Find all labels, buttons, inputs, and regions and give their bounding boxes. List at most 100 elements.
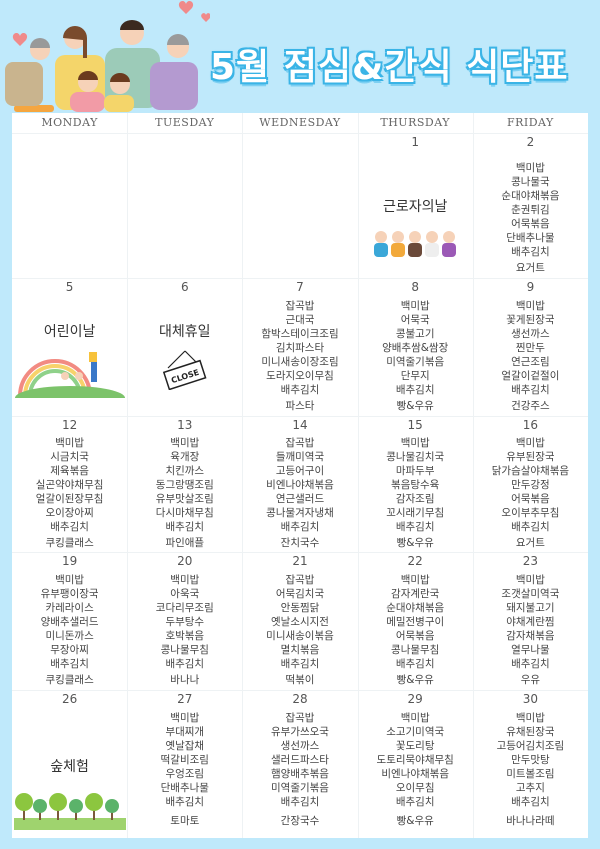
menu-item: 유부된장국 [506, 451, 555, 463]
snack-item: 토마토 [170, 815, 200, 827]
menu-item: 유부팽이장국 [40, 588, 99, 600]
menu-item: 단무지 [400, 370, 430, 382]
menu-item: 실곤약야채무침 [35, 479, 104, 491]
menu-item: 순대야채볶음 [501, 190, 560, 202]
menu-item: 순대야채볶음 [386, 602, 445, 614]
snack-item: 빵&우유 [396, 674, 434, 686]
menu-item: 떡갈비조림 [160, 754, 209, 766]
menu-item: 백미밥 [515, 712, 545, 724]
menu-item: 콩나물무침 [391, 644, 440, 656]
snack-item: 잔치국수 [280, 537, 320, 549]
weekday-header-tuesday: TUESDAY [155, 116, 215, 129]
day-cell: 15 백미밥 콩나물김치국 마파두부 볶음탕수육 감자조림 꼬시래기무침 배추김치 빵&우유 [358, 416, 473, 552]
day-cell [12, 133, 127, 278]
menu-item: 단배추나물 [160, 782, 209, 794]
menu-item: 배추김치 [511, 521, 550, 533]
holiday-label: 숲체험 [50, 759, 89, 775]
menu-item: 백미밥 [515, 162, 545, 174]
lunch-menu-list: 백미밥 시금치국 제육볶음 실곤약야채무침 얼갈이된장무침 오이장아찌 배추김치 [12, 436, 127, 534]
day-cell: 5 어린이날 [12, 278, 127, 416]
menu-item: 비엔나야채볶음 [266, 479, 334, 491]
menu-item: 조갯살미역국 [501, 588, 560, 600]
menu-item: 멸치볶음 [280, 644, 320, 656]
menu-item: 동그랑땡조림 [155, 479, 214, 491]
menu-item: 제육볶음 [50, 465, 89, 477]
lunch-menu-list: 백미밥 감자계란국 순대야채볶음 메밀전병구이 어묵볶음 콩나물무침 배추김치 [358, 573, 473, 671]
header-banner: 5월 점심&간식 식단표 [0, 0, 600, 112]
column-divider [472, 113, 474, 838]
lunch-menu-list: 잡곡밥 어묵김치국 안동찜닭 옛날소시지전 미니새송이볶음 멸치볶음 배추김치 [242, 573, 357, 671]
day-cell: 12 백미밥 시금치국 제육볶음 실곤약야채무침 얼갈이된장무침 오이장아찌 배추김치 쿠킹클래… [12, 416, 127, 552]
day-cell: 9 백미밥 꽃게된장국 생선까스 찐만두 연근조림 얼갈이겉절이 배추김치 건강주스 [473, 278, 588, 416]
menu-item: 배추김치 [395, 658, 435, 670]
date-number: 19 [61, 554, 78, 568]
row-divider [12, 278, 588, 279]
date-number: 9 [526, 280, 535, 294]
menu-item: 소고기미역국 [386, 726, 445, 738]
menu-item: 육개장 [170, 451, 200, 463]
menu-item: 카레라이스 [45, 602, 94, 614]
menu-item: 백미밥 [515, 437, 545, 449]
day-cell: 8 백미밥 어묵국 콩불고기 양배추쌈&쌈장 미역줄기볶음 단무지 배추김치 빵&우유 [358, 278, 473, 416]
menu-item: 아욱국 [170, 588, 200, 600]
menu-item: 메밀전병구이 [386, 616, 445, 628]
weekday-header-friday: FRIDAY [506, 116, 554, 129]
menu-item: 배추김치 [280, 384, 320, 396]
day-cell: 2 백미밥 콩나물국 순대야채볶음 춘권튀김 어묵볶음 단배추나물 배추김치 요거트 [473, 133, 588, 278]
column-divider [357, 113, 359, 838]
snack-item: 빵&우유 [396, 400, 434, 412]
menu-item: 배추김치 [165, 521, 205, 533]
snack-item: 쿠킹클래스 [45, 674, 94, 686]
day-cell [127, 133, 242, 278]
menu-item: 치킨까스 [165, 465, 205, 477]
day-cell: 29 백미밥 소고기미역국 꽃도리탕 도토리묵야채무침 비엔나야채볶음 오이무침 배추김치 빵&… [358, 690, 473, 838]
menu-item: 배추김치 [511, 384, 550, 396]
menu-item: 잡곡밥 [285, 300, 315, 312]
menu-item: 잡곡밥 [285, 712, 315, 724]
menu-item: 얼갈이겉절이 [501, 370, 560, 382]
menu-item: 고등어구이 [275, 465, 325, 477]
snack-item: 바나나라떼 [506, 815, 555, 827]
menu-item: 연근조림 [511, 356, 550, 368]
menu-item: 양배추쌈&쌈장 [382, 342, 449, 354]
menu-item: 콩불고기 [395, 328, 435, 340]
menu-item: 마파두부 [395, 465, 435, 477]
lunch-menu-list: 백미밥 아욱국 코다리무조림 두부탕수 호박볶음 콩나물무침 배추김치 [127, 573, 242, 671]
menu-item: 백미밥 [55, 574, 85, 586]
menu-item: 얼갈이된장무침 [35, 493, 104, 505]
menu-item: 코다리무조림 [155, 602, 214, 614]
day-cell: 20 백미밥 아욱국 코다리무조림 두부탕수 호박볶음 콩나물무침 배추김치 바나나 [127, 552, 242, 690]
menu-item: 만두강정 [511, 479, 550, 491]
weekday-header-wednesday: WEDNESDAY [259, 116, 341, 129]
date-number: 30 [522, 692, 539, 706]
date-number: 6 [180, 280, 189, 294]
snack-item: 우유 [520, 674, 541, 686]
date-number: 15 [407, 418, 423, 432]
menu-item: 미트볼조림 [506, 768, 555, 780]
menu-item: 백미밥 [400, 712, 430, 724]
menu-item: 배추김치 [50, 521, 89, 533]
menu-item: 고추지 [515, 782, 545, 794]
menu-item: 닭가슴살야채볶음 [491, 465, 570, 477]
snack-item: 파스타 [285, 400, 315, 412]
menu-item: 오이무침 [395, 782, 435, 794]
snack-item: 건강주스 [511, 400, 550, 412]
menu-item: 배추김치 [280, 796, 320, 808]
date-number: 20 [177, 554, 193, 568]
date-number: 13 [177, 418, 193, 432]
menu-item: 백미밥 [170, 574, 200, 586]
menu-item: 돼지불고기 [506, 602, 555, 614]
menu-item: 단배추나물 [506, 232, 555, 244]
snack-item: 떡볶이 [285, 674, 315, 686]
snack-item: 쿠킹클래스 [45, 537, 94, 549]
day-cell: 30 백미밥 유채된장국 고등어김치조림 만두맛탕 미트볼조림 고추지 배추김치 바나나라떼 [473, 690, 588, 838]
family-illustration-icon [5, 1, 210, 112]
menu-item: 콩나물무침 [160, 644, 209, 656]
menu-item: 비엔나야채볶음 [381, 768, 449, 780]
lunch-menu-list: 백미밥 꽃게된장국 생선까스 찐만두 연근조림 얼갈이겉절이 배추김치 [473, 299, 588, 397]
menu-item: 다시마채무침 [155, 507, 214, 519]
lunch-menu-list: 잡곡밥 근대국 함박스테이크조림 김치파스타 미니새송이장조림 도라지오이무침 배추김치 [242, 299, 357, 397]
column-divider [242, 113, 244, 838]
date-number: 14 [292, 418, 308, 432]
lunch-menu-list: 백미밥 유채된장국 고등어김치조림 만두맛탕 미트볼조림 고추지 배추김치 [473, 711, 588, 809]
